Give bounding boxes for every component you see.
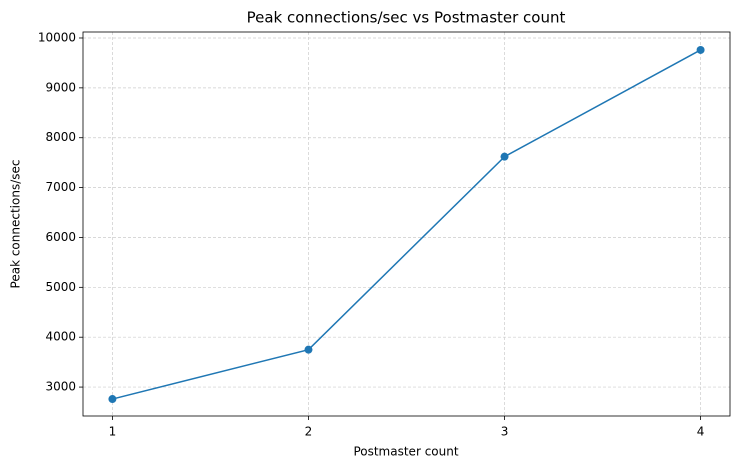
y-tick-label: 5000	[45, 280, 76, 294]
chart-title: Peak connections/sec vs Postmaster count	[247, 9, 566, 27]
y-tick-label: 3000	[45, 380, 76, 394]
plot-frame	[82, 31, 731, 417]
y-tick-label: 10000	[38, 30, 76, 44]
y-tick-label: 6000	[45, 230, 76, 244]
y-tick-label: 9000	[45, 80, 76, 94]
data-point	[108, 395, 117, 404]
y-tick-label: 8000	[45, 130, 76, 144]
x-axis-label: Postmaster count	[353, 445, 458, 459]
x-tick-label: 1	[109, 425, 117, 439]
x-tick-label: 3	[501, 425, 509, 439]
data-point	[500, 152, 509, 161]
data-point	[696, 45, 705, 54]
y-axis-label: Peak connections/sec	[9, 160, 23, 289]
y-tick-label: 4000	[45, 330, 76, 344]
y-tick-label: 7000	[45, 180, 76, 194]
x-tick-label: 2	[305, 425, 313, 439]
data-line	[112, 49, 701, 400]
data-point	[304, 345, 313, 354]
x-tick-label: 4	[697, 425, 705, 439]
